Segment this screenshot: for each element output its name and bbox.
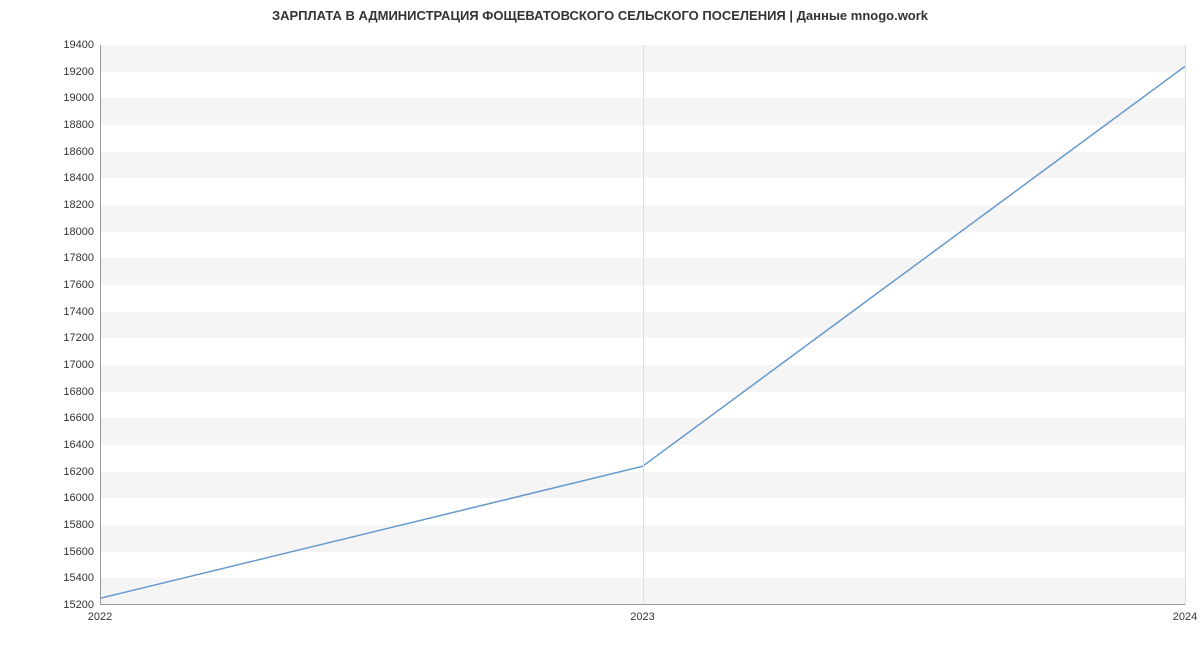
y-tick-label: 16200 [63, 466, 94, 478]
y-tick-label: 17600 [63, 279, 94, 291]
y-tick-label: 15200 [63, 599, 94, 611]
y-tick-label: 16000 [63, 492, 94, 504]
y-tick-label: 16400 [63, 439, 94, 451]
x-axis-line [100, 604, 1185, 605]
x-tick-label: 2022 [88, 611, 112, 623]
y-tick-label: 18000 [63, 226, 94, 238]
y-tick-label: 17000 [63, 359, 94, 371]
y-tick-label: 19200 [63, 66, 94, 78]
y-tick-label: 17400 [63, 306, 94, 318]
y-tick-label: 18200 [63, 199, 94, 211]
y-tick-label: 18800 [63, 119, 94, 131]
y-tick-label: 17800 [63, 252, 94, 264]
chart-title: ЗАРПЛАТА В АДМИНИСТРАЦИЯ ФОЩЕВАТОВСКОГО … [0, 8, 1200, 23]
y-tick-label: 15600 [63, 546, 94, 558]
y-tick-label: 18600 [63, 146, 94, 158]
x-tick-label: 2024 [1173, 611, 1197, 623]
salary-chart: ЗАРПЛАТА В АДМИНИСТРАЦИЯ ФОЩЕВАТОВСКОГО … [0, 0, 1200, 650]
plot-area: 1520015400156001580016000162001640016600… [100, 45, 1185, 605]
y-tick-label: 16800 [63, 386, 94, 398]
x-grid-line [1185, 45, 1186, 605]
y-tick-label: 16600 [63, 412, 94, 424]
y-tick-label: 19400 [63, 39, 94, 51]
x-grid-line [643, 45, 644, 605]
x-tick-label: 2023 [630, 611, 654, 623]
y-tick-label: 15400 [63, 572, 94, 584]
y-axis-line [100, 45, 101, 605]
y-tick-label: 17200 [63, 332, 94, 344]
y-tick-label: 18400 [63, 172, 94, 184]
y-tick-label: 19000 [63, 92, 94, 104]
y-tick-label: 15800 [63, 519, 94, 531]
